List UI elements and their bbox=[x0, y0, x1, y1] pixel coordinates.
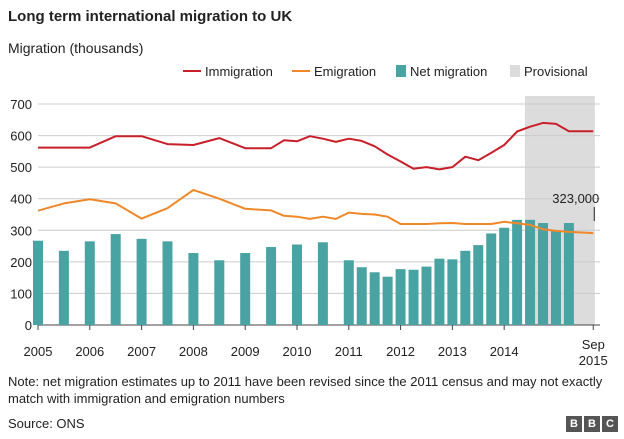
bbc-logo: B B C bbox=[566, 416, 618, 432]
legend-swatch-provisional bbox=[510, 65, 520, 77]
net-migration-bar bbox=[486, 233, 497, 325]
net-migration-bar bbox=[356, 267, 367, 325]
net-migration-bar bbox=[369, 272, 380, 325]
net-migration-bar bbox=[136, 238, 147, 325]
x-tick-label-end-year: 2015 bbox=[579, 353, 608, 368]
legend-label-provisional: Provisional bbox=[524, 64, 588, 79]
net-migration-bar bbox=[188, 253, 199, 325]
net-migration-bar bbox=[343, 260, 354, 325]
y-tick-label: 600 bbox=[10, 129, 32, 144]
legend-label-emigration: Emigration bbox=[314, 64, 376, 79]
chart-note: Note: net migration estimates up to 2011… bbox=[8, 374, 603, 406]
net-migration-bar bbox=[240, 253, 251, 325]
net-migration-bar bbox=[460, 250, 471, 325]
bbc-logo-b2: B bbox=[584, 416, 600, 432]
net-migration-bar bbox=[434, 258, 445, 325]
y-tick-label: 700 bbox=[10, 97, 32, 112]
net-migration-bar bbox=[266, 247, 277, 325]
net-migration-bar bbox=[408, 269, 419, 325]
net-migration-bar bbox=[525, 219, 536, 325]
x-tick-label: 2014 bbox=[490, 344, 519, 359]
x-tick-label-end-month: Sep bbox=[582, 337, 605, 352]
net-migration-bar bbox=[110, 234, 121, 325]
immigration-line bbox=[38, 121, 594, 171]
y-tick-label: 0 bbox=[25, 318, 32, 333]
x-tick-label: 2013 bbox=[438, 344, 467, 359]
y-tick-label: 100 bbox=[10, 286, 32, 301]
y-tick-label: 300 bbox=[10, 223, 32, 238]
emigration-line bbox=[37, 188, 594, 235]
net-migration-bar bbox=[473, 245, 484, 325]
chart-source: Source: ONS bbox=[8, 416, 85, 431]
x-tick-label: 2005 bbox=[24, 344, 53, 359]
net-migration-bar bbox=[162, 241, 173, 325]
y-tick-label: 400 bbox=[10, 192, 32, 207]
y-tick-label: 200 bbox=[10, 255, 32, 270]
x-tick-label: 2007 bbox=[127, 344, 156, 359]
net-migration-bar bbox=[58, 250, 69, 325]
x-tick-label: 2006 bbox=[75, 344, 104, 359]
bbc-logo-b1: B bbox=[566, 416, 582, 432]
net-migration-bar bbox=[382, 276, 393, 325]
net-migration-bar bbox=[499, 227, 510, 325]
chart-subtitle: Migration (thousands) bbox=[8, 40, 144, 56]
legend-label-immigration: Immigration bbox=[205, 64, 273, 79]
bbc-logo-c: C bbox=[602, 416, 618, 432]
x-tick-label: 2008 bbox=[179, 344, 208, 359]
net-migration-bar bbox=[421, 266, 432, 325]
net-migration-bar bbox=[317, 242, 328, 325]
x-tick-label: 2009 bbox=[231, 344, 260, 359]
x-tick-label: 2012 bbox=[386, 344, 415, 359]
net-migration-bar bbox=[447, 259, 458, 325]
y-tick-label: 500 bbox=[10, 160, 32, 175]
x-tick-label: 2010 bbox=[283, 344, 312, 359]
x-tick-label: 2011 bbox=[335, 344, 363, 359]
net-migration-bar bbox=[214, 260, 225, 325]
legend-label-net-migration: Net migration bbox=[410, 64, 487, 79]
net-migration-bar bbox=[550, 230, 561, 325]
net-migration-bar bbox=[512, 219, 523, 325]
net-migration-bar bbox=[395, 269, 406, 325]
net-migration-bar bbox=[33, 240, 43, 325]
legend-swatch-net-migration bbox=[396, 65, 406, 77]
net-migration-bar bbox=[563, 223, 574, 325]
chart-title: Long term international migration to UK bbox=[8, 8, 293, 25]
migration-chart: 0 100 200 300 400 500 600 700 2005 2006 2007 2008 20… bbox=[10, 64, 608, 368]
net-migration-bar bbox=[291, 244, 302, 325]
annotation-label: 323,000 bbox=[552, 191, 599, 206]
net-migration-bar bbox=[84, 241, 95, 325]
net-migration-bar bbox=[538, 223, 549, 325]
